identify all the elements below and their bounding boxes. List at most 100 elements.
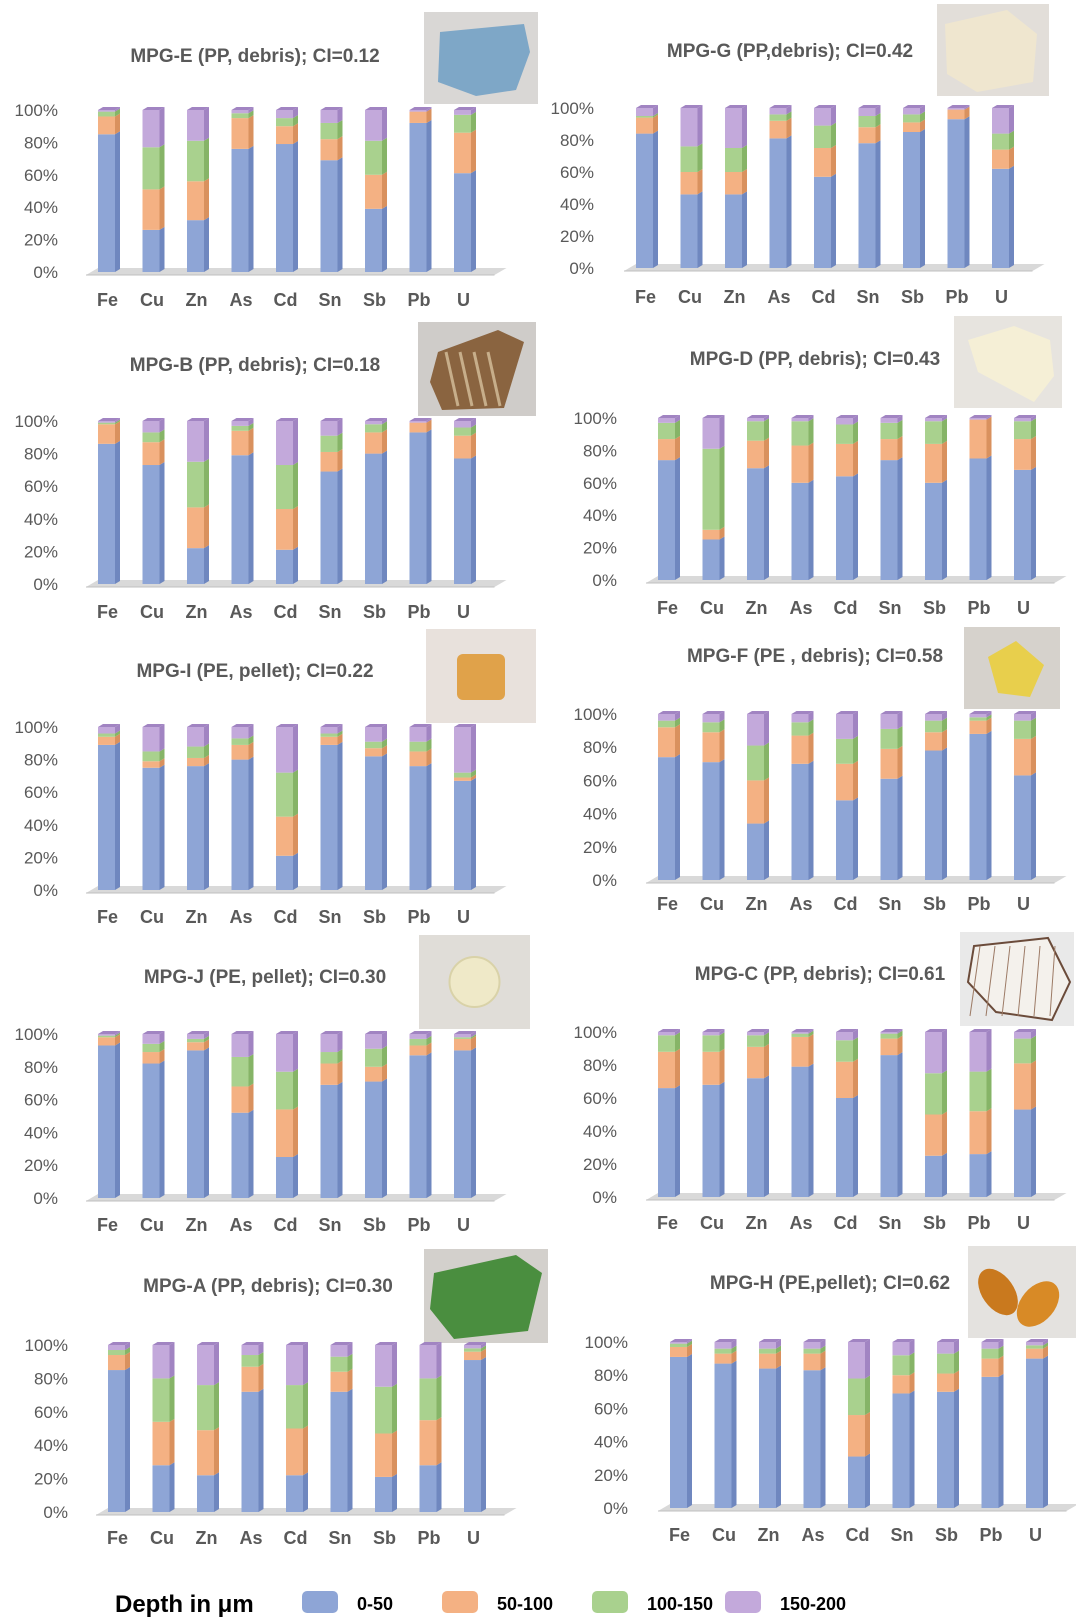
bar-side [764,711,769,746]
bar-side [831,122,836,148]
category-label: Sb [373,1528,396,1548]
bar-segment [187,727,204,747]
category-label: Cd [834,894,858,914]
bar-side [786,117,792,139]
y-tick-label: 80% [594,1366,628,1385]
bar-side [382,205,387,272]
bar-side [293,852,298,890]
bar-top [1014,415,1036,418]
bar-side [169,1375,175,1422]
category-label: Fe [107,1528,128,1548]
bar-side [392,1430,397,1477]
bar-top [187,418,209,421]
bar-side [776,1350,781,1369]
bar-side [204,545,209,584]
bar-segment [187,1050,204,1198]
bar-top [187,724,209,727]
bar-side [159,107,165,148]
bar-segment [880,778,898,880]
bar-side [675,415,680,423]
legend-label: 150-200 [780,1594,846,1614]
category-label: Sn [878,1213,901,1233]
bar-top [231,418,254,421]
bar-segment [658,720,675,728]
bar-side [764,777,769,824]
bar-segment [725,172,742,195]
bar-side [865,1412,870,1457]
bar-side [115,131,120,272]
bar-segment [769,108,787,115]
bar-segment [702,1035,720,1052]
bar-segment [108,1355,125,1371]
bar-side [764,1032,769,1047]
bar-side [1031,711,1036,721]
bar-side [831,173,836,268]
bar-side [115,107,120,112]
bar-segment [231,1034,249,1057]
category-label: Cd [274,907,298,927]
bar-top [241,1342,264,1345]
chart-title: MPG-B (PP, debris); CI=0.18 [130,355,380,376]
bar-segment [197,1385,214,1431]
bar-side [786,105,792,115]
bar-side [942,1111,947,1156]
category-label: Cu [140,1215,164,1235]
bar-top [759,1339,781,1342]
bar-segment [152,1421,170,1466]
bar-side [293,462,298,510]
debris-shape [438,24,530,96]
debris-ridge [444,351,460,407]
bar-side [719,526,725,540]
bar-segment [1014,1032,1031,1039]
bar-segment [142,751,160,762]
y-tick-label: 0% [43,1503,68,1522]
bar-top [98,418,120,421]
category-label: Zn [746,598,768,618]
category-label: Pb [407,290,430,310]
pellet-shape [1016,1281,1060,1327]
bar-segment [98,727,115,734]
bar-top [454,724,476,727]
bar-segment [1014,720,1031,739]
category-label: Sb [923,1213,946,1233]
bar-segment [880,422,898,440]
y-tick-label: 60% [583,1089,617,1108]
bar-side [293,418,298,466]
bar-side [293,1154,298,1198]
category-label: U [457,907,470,927]
bar-segment [197,1345,214,1386]
bar-side [159,144,165,190]
bar-segment [276,110,293,119]
bar-side [258,1363,264,1392]
bar-segment [791,722,809,736]
category-label: Sn [318,290,341,310]
bar-side [964,106,970,120]
legend-label: 100-150 [647,1594,713,1614]
bar-side [653,114,658,134]
bar-segment [680,194,698,268]
bar-side [942,479,947,580]
category-label: Cu [700,894,724,914]
bar-side [875,105,881,116]
bar-segment [365,1066,382,1082]
y-tick-label: 40% [24,198,58,217]
bar-segment [658,460,675,580]
bar-segment [142,1034,160,1044]
bar-side [998,1345,1004,1359]
bar-segment [880,1038,898,1056]
y-tick-label: 80% [560,131,594,150]
bar-segment [1026,1345,1043,1349]
bar-top [892,1339,915,1342]
bar-top [454,1031,476,1034]
pellet-shape [978,1268,1018,1316]
bar-side [998,1373,1004,1508]
bar-segment [320,435,338,452]
bar-segment [658,422,675,440]
bar-side [436,1375,442,1421]
bar-segment [409,1038,427,1046]
bar-top [658,1029,680,1032]
category-label: Fe [97,290,118,310]
category-label: U [457,602,470,622]
y-tick-label: 40% [583,506,617,525]
bar-segment [98,110,115,112]
